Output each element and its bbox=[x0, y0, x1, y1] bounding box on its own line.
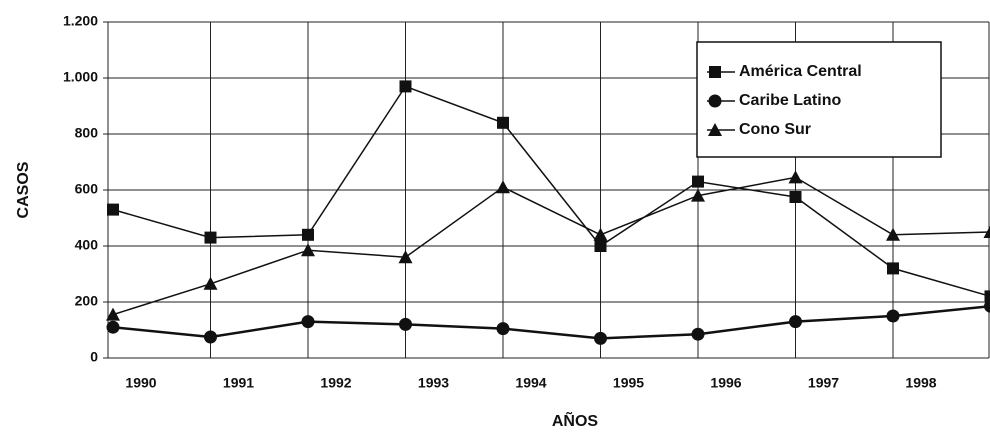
point bbox=[984, 299, 990, 313]
legend-label: Cono Sur bbox=[739, 121, 811, 138]
point bbox=[887, 262, 899, 275]
point bbox=[301, 315, 315, 329]
y-tick-label: 0 bbox=[90, 349, 98, 365]
series-line bbox=[112, 176, 990, 316]
point bbox=[691, 188, 705, 202]
point bbox=[594, 240, 607, 252]
point bbox=[496, 322, 510, 336]
y-tick-label: 800 bbox=[75, 125, 99, 141]
x-tick-label: 1994 bbox=[515, 375, 546, 391]
x-tick-label: 1992 bbox=[320, 375, 351, 391]
point bbox=[594, 331, 607, 345]
point bbox=[203, 276, 218, 290]
point bbox=[302, 228, 314, 241]
point bbox=[984, 290, 990, 303]
series-line bbox=[112, 304, 990, 340]
point bbox=[789, 315, 802, 329]
legend-label: Caribe Latino bbox=[739, 92, 841, 109]
x-tick-label: 1998 bbox=[905, 375, 936, 391]
x-tick-label: 1990 bbox=[125, 375, 156, 391]
point bbox=[106, 320, 120, 334]
legend-label: América Central bbox=[739, 63, 862, 80]
x-axis-label: AÑOS bbox=[552, 410, 599, 430]
legend-marker bbox=[709, 66, 721, 78]
y-tick-label: 200 bbox=[75, 293, 99, 309]
point bbox=[496, 180, 510, 194]
x-tick-label: 1991 bbox=[223, 375, 254, 391]
y-tick-label: 1.200 bbox=[63, 13, 98, 29]
x-tick-label: 1995 bbox=[613, 375, 644, 391]
point bbox=[106, 307, 120, 321]
point bbox=[789, 191, 802, 203]
y-axis-label: CASOS bbox=[15, 161, 32, 218]
legend-marker bbox=[708, 123, 722, 136]
legend-box bbox=[696, 41, 942, 158]
point bbox=[983, 225, 990, 238]
point bbox=[593, 227, 608, 241]
point bbox=[398, 250, 413, 264]
point bbox=[107, 203, 119, 216]
point bbox=[399, 317, 412, 331]
point bbox=[886, 227, 900, 241]
legend-marker bbox=[708, 94, 722, 108]
series-line bbox=[112, 85, 990, 298]
point bbox=[692, 175, 704, 188]
y-tick-label: 600 bbox=[75, 181, 99, 197]
point bbox=[497, 116, 509, 129]
point bbox=[788, 170, 803, 184]
point bbox=[399, 80, 412, 93]
point bbox=[886, 309, 900, 323]
y-tick-label: 400 bbox=[75, 237, 99, 253]
x-tick-label: 1996 bbox=[710, 375, 741, 391]
point bbox=[301, 243, 315, 257]
y-tick-label: 1.000 bbox=[63, 69, 98, 85]
point bbox=[691, 327, 705, 341]
x-tick-label: 1993 bbox=[418, 375, 449, 391]
point bbox=[204, 330, 217, 344]
x-tick-label: 1997 bbox=[808, 375, 839, 391]
point bbox=[204, 231, 217, 244]
